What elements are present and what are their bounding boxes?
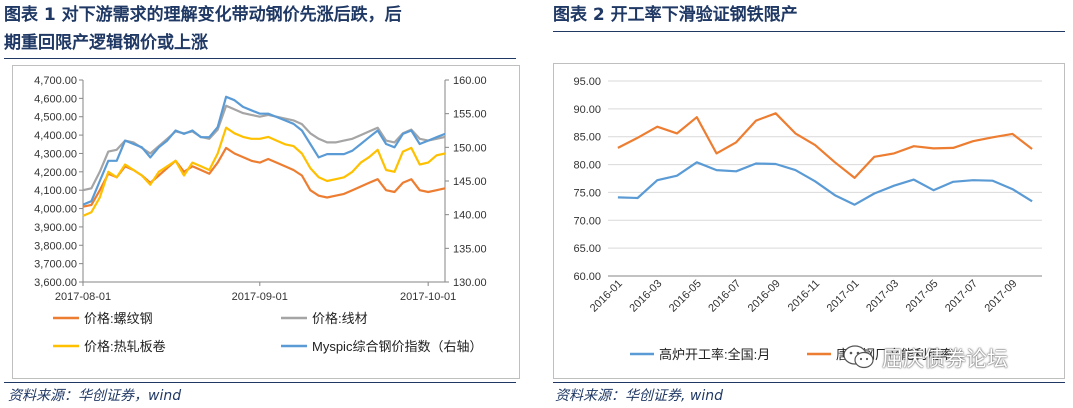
chart1-left-tick-label: 4,500.00 — [34, 112, 77, 124]
panel1-top-rule — [4, 58, 516, 59]
chart2-x-tick-label: 2016-09 — [746, 278, 783, 315]
chart1-frame: 4,700.00 4,600.00 4,500.00 4,400.00 4,300.00… — [12, 65, 520, 379]
chart1-right-tick-label: 135.00 — [453, 243, 487, 255]
chart1-legend-label-2: 价格:热轧板卷 — [84, 339, 166, 354]
chart2-y-tick-label: 80.00 — [573, 160, 601, 172]
panel1-source: 资料来源：华创证券，wind — [8, 388, 182, 404]
chart2-y-tick-label: 65.00 — [573, 243, 601, 255]
chart1-series-line-3 — [82, 95, 446, 206]
panel1-title-line1: 图表 1 对下游需求的理解变化带动钢价先涨后跌，后 — [4, 5, 402, 25]
chart1-left-tick-label: 4,300.00 — [34, 148, 77, 160]
chart1-legend-label-0: 价格:螺纹钢 — [84, 311, 153, 326]
chart1-left-tick-label: 4,400.00 — [34, 130, 77, 142]
chart1-right-tick-label: 140.00 — [453, 210, 487, 222]
chart2-x-tick-label: 2016-11 — [786, 278, 822, 314]
chart2-x-tick-label: 2016-07 — [706, 278, 743, 315]
chart2-y-tick-label: 90.00 — [573, 104, 601, 116]
chart1-svg: 4,700.00 4,600.00 4,500.00 4,400.00 4,300.00… — [34, 75, 487, 354]
chart1-left-tick-label: 4,200.00 — [34, 167, 77, 179]
chart1-left-tick-label: 4,700.00 — [34, 75, 77, 87]
chart1-left-tick-label: 4,100.00 — [34, 185, 77, 197]
chart1-legend-label-3: Myspic综合钢价指数（右轴） — [312, 339, 482, 354]
chart2-x-tick-label: 2017-05 — [904, 278, 941, 315]
chart2-legend-label-0: 高炉开工率:全国:月 — [659, 347, 770, 362]
panel2-title: 图表 2 开工率下滑验证钢铁限产 — [553, 5, 798, 25]
chart1-x-tick-label: 2017-09-01 — [232, 291, 288, 303]
chart1-left-tick-label: 4,600.00 — [34, 93, 77, 105]
chart1-right-tick-label: 155.00 — [453, 109, 487, 121]
chart1-right-tick-label: 130.00 — [453, 277, 487, 289]
chart2-svg: 95.00 90.00 85.00 80.00 75.00 70.00 65.00 60.00… — [573, 76, 1042, 362]
chart1-series-line-1 — [82, 104, 446, 192]
panel2-top-rule — [553, 31, 1065, 32]
chart2-series-line-1 — [617, 112, 1033, 180]
chart1-left-tick-label: 4,000.00 — [34, 204, 77, 216]
chart2-frame: 95.00 90.00 85.00 80.00 75.00 70.00 65.00 60.00… — [553, 63, 1065, 379]
chart1-x-tick-label: 2017-08-01 — [55, 291, 111, 303]
chart2-y-tick-label: 75.00 — [573, 187, 601, 199]
chart1-series-line-2 — [82, 126, 446, 217]
panel2-source: 资料来源：华创证券, wind — [555, 388, 723, 404]
chart2-y-tick-label: 60.00 — [573, 271, 601, 283]
chart2-x-tick-label: 2017-07 — [943, 278, 980, 315]
chart2-x-tick-label: 2016-03 — [627, 278, 664, 315]
chart1-left-tick-label: 3,900.00 — [34, 222, 77, 234]
chart1-right-tick-label: 145.00 — [453, 176, 487, 188]
chart1-left-tick-label: 3,600.00 — [34, 277, 77, 289]
chart2-y-tick-label: 70.00 — [573, 215, 601, 227]
chart1-right-tick-label: 160.00 — [453, 75, 487, 87]
chart2-y-tick-label: 95.00 — [573, 76, 601, 88]
panel2-bottom-rule — [553, 382, 1065, 383]
chart2-x-tick-label: 2016-05 — [667, 278, 704, 315]
panel1-title-line2: 期重回限产逻辑钢价或上涨 — [4, 33, 208, 53]
panel1-bottom-rule — [4, 382, 516, 383]
chart2-x-tick-label: 2017-01 — [825, 278, 862, 315]
chart2-x-tick-label: 2016-01 — [588, 278, 625, 315]
chart2-x-tick-label: 2017-03 — [864, 278, 901, 315]
chart2-y-tick-label: 85.00 — [573, 132, 601, 144]
chart1-x-tick-label: 2017-10-01 — [400, 291, 456, 303]
chart2-x-tick-label: 2017-09 — [982, 278, 1019, 315]
chart1-left-tick-label: 3,800.00 — [34, 240, 77, 252]
chart1-series-line-0 — [82, 146, 446, 208]
chart2-series-line-0 — [617, 161, 1033, 206]
chart1-left-tick-label: 3,700.00 — [34, 259, 77, 271]
chart1-right-tick-label: 150.00 — [453, 142, 487, 154]
chart1-legend-label-1: 价格:线材 — [312, 311, 368, 326]
watermark-text: 屈庆债券论坛 — [882, 347, 1008, 371]
wechat-icon — [843, 345, 874, 369]
